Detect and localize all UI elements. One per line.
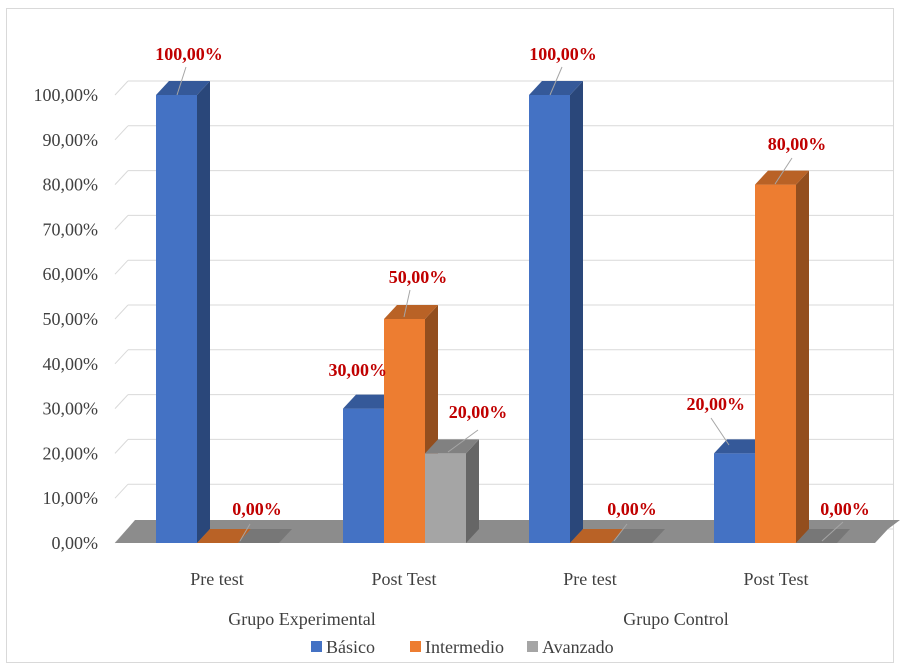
data-label: 100,00% bbox=[155, 44, 223, 64]
bar-intermedio bbox=[755, 184, 796, 543]
x-category-label: Post Test bbox=[744, 569, 809, 589]
bar-básico bbox=[714, 453, 755, 543]
gridline-side bbox=[114, 80, 129, 96]
label-leader-line bbox=[774, 157, 793, 185]
y-tick-label: 100,00% bbox=[34, 85, 99, 105]
label-leader-line bbox=[821, 521, 844, 542]
gridline-side bbox=[114, 439, 129, 454]
gridline-side bbox=[114, 304, 129, 320]
data-label: 20,00% bbox=[449, 402, 508, 422]
bar-avanzado-zero bbox=[238, 529, 292, 543]
gridline-side bbox=[114, 170, 129, 185]
chart-floor-top bbox=[115, 520, 893, 543]
gridline-side bbox=[114, 215, 129, 230]
bar-top bbox=[529, 81, 583, 95]
gridline-side bbox=[114, 349, 129, 365]
legend-label-intermedio: Intermedio bbox=[425, 637, 504, 657]
x-category-label: Post Test bbox=[372, 569, 437, 589]
y-tick-label: 90,00% bbox=[43, 130, 99, 150]
gridline-side bbox=[114, 394, 129, 409]
y-tick-label: 0,00% bbox=[52, 533, 99, 553]
bar-avanzado-zero bbox=[611, 529, 665, 543]
bar-básico bbox=[343, 408, 384, 543]
bar-intermedio bbox=[384, 319, 425, 543]
bar-avanzado bbox=[425, 453, 466, 543]
label-leader-line bbox=[176, 66, 187, 96]
bar-básico bbox=[529, 95, 570, 543]
x-category-label: Pre test bbox=[563, 569, 617, 589]
bar-top bbox=[384, 305, 438, 319]
data-label: 20,00% bbox=[687, 394, 746, 414]
label-leader-line bbox=[710, 417, 730, 446]
data-label: 100,00% bbox=[529, 44, 597, 64]
data-label: 0,00% bbox=[232, 499, 282, 519]
x-category-label: Pre test bbox=[190, 569, 244, 589]
bar-side bbox=[570, 81, 583, 543]
bar-top bbox=[156, 81, 210, 95]
bar-top bbox=[425, 439, 479, 454]
bar-side bbox=[466, 439, 479, 543]
x-group-label: Grupo Control bbox=[623, 609, 729, 629]
data-label: 50,00% bbox=[389, 267, 448, 287]
bar-top bbox=[755, 170, 809, 185]
y-tick-label: 80,00% bbox=[43, 175, 99, 195]
gridline-side bbox=[114, 483, 129, 499]
y-tick-label: 60,00% bbox=[43, 264, 99, 284]
data-label: 80,00% bbox=[768, 134, 827, 154]
y-tick-label: 20,00% bbox=[43, 443, 99, 463]
legend-label-avanzado: Avanzado bbox=[542, 637, 614, 657]
data-label: 0,00% bbox=[820, 499, 870, 519]
gridline-side bbox=[114, 125, 129, 141]
bar-top bbox=[343, 394, 397, 409]
bar-side bbox=[796, 170, 809, 543]
bar-intermedio-zero bbox=[570, 529, 624, 543]
label-leader-line bbox=[549, 66, 563, 96]
bar-side bbox=[197, 81, 210, 543]
data-label: 0,00% bbox=[607, 499, 657, 519]
bar-básico bbox=[156, 95, 197, 543]
y-tick-label: 40,00% bbox=[43, 354, 99, 374]
legend-swatch-básico bbox=[311, 641, 322, 652]
legend-label-básico: Básico bbox=[326, 637, 375, 657]
label-leader-line bbox=[403, 289, 411, 318]
label-leader-line bbox=[447, 429, 479, 453]
y-tick-label: 10,00% bbox=[43, 488, 99, 508]
y-tick-label: 50,00% bbox=[43, 309, 99, 329]
bar-intermedio-zero bbox=[197, 529, 251, 543]
legend-swatch-avanzado bbox=[527, 641, 538, 652]
bar-avanzado-zero bbox=[796, 529, 850, 543]
data-label: 30,00% bbox=[329, 360, 388, 380]
y-tick-label: 30,00% bbox=[43, 399, 99, 419]
label-leader-line bbox=[613, 523, 628, 542]
label-leader-line bbox=[239, 523, 251, 542]
y-tick-label: 70,00% bbox=[43, 219, 99, 239]
gridline-side bbox=[114, 259, 129, 275]
legend-swatch-intermedio bbox=[410, 641, 421, 652]
x-group-label: Grupo Experimental bbox=[228, 609, 375, 629]
